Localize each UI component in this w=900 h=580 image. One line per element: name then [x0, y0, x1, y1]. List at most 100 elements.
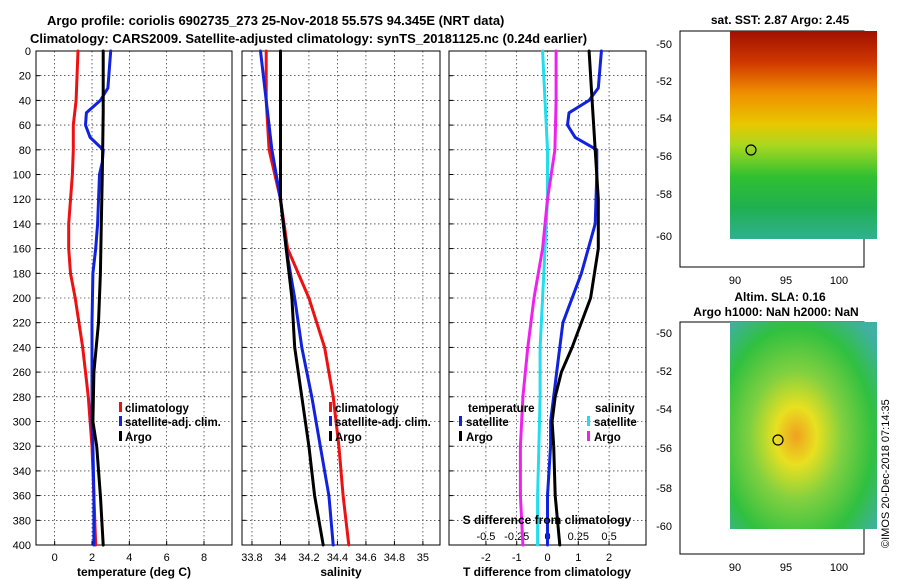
x-tick-label: 35 — [417, 552, 429, 564]
depth-tick-label: 100 — [13, 170, 31, 182]
sla-xtick: 100 — [830, 562, 848, 574]
legend-title-temperature: temperature — [468, 403, 534, 415]
sla-map-subtitle: Argo h1000: NaN h2000: NaN — [693, 305, 858, 319]
legend-swatch-s-satellite — [587, 416, 590, 426]
x-tick-label: 8 — [201, 552, 207, 564]
legend-label-t-satellite: satellite — [466, 417, 509, 429]
depth-tick-label: 180 — [13, 268, 31, 280]
x-tick-label: 6 — [164, 552, 170, 564]
x-tick-label: 34 — [274, 552, 286, 564]
depth-tick-label: 40 — [19, 95, 31, 107]
series-line-temperature-argo — [550, 49, 600, 547]
x-tick-label: 1 — [575, 552, 581, 564]
s-diff-tick-label: -0.5 — [476, 531, 495, 543]
x-tick-label: 34.2 — [298, 552, 319, 564]
depth-tick-label: 0 — [25, 46, 31, 58]
legend-label-t-argo: Argo — [466, 432, 493, 444]
x-tick-label: 34.6 — [355, 552, 376, 564]
depth-tick-label: 380 — [13, 515, 31, 527]
sst-xtick: 90 — [729, 275, 741, 287]
depth-tick-label: 280 — [13, 392, 31, 404]
s-diff-tick-label: 0.25 — [568, 531, 589, 543]
series-line-argo — [279, 49, 325, 547]
legend-swatch-t-argo — [459, 431, 462, 441]
sst-ytick: -54 — [656, 113, 672, 125]
series-line-salinity-satellite — [536, 49, 549, 547]
x-tick-label: 2 — [89, 552, 95, 564]
legend-label-climatology: climatology — [125, 403, 190, 415]
x-tick-label: 4 — [126, 552, 132, 564]
temperature-xlabel: temperature (deg C) — [77, 565, 191, 579]
sla-map-axes: -50 -52 -54 -56 -58 -60 90 95 100 — [656, 328, 848, 574]
sst-ytick: -52 — [656, 76, 672, 88]
x-tick-label: -1 — [512, 552, 522, 564]
difference-xlabel: T difference from climatology — [463, 565, 631, 579]
x-tick-label: 33.8 — [241, 552, 262, 564]
series-line-climatology — [67, 49, 98, 547]
legend-swatch-argo — [119, 431, 122, 441]
x-tick-label: 34.8 — [384, 552, 405, 564]
depth-tick-label: 240 — [13, 342, 31, 354]
sst-ytick: -60 — [656, 231, 672, 243]
sla-ytick: -54 — [656, 404, 672, 416]
depth-tick-label: 200 — [13, 293, 31, 305]
depth-tick-label: 220 — [13, 318, 31, 330]
s-diff-tick-label: 0.5 — [601, 531, 616, 543]
legend-swatch-t-satellite — [459, 416, 462, 426]
sst-argo-location-marker — [745, 144, 757, 156]
legend-label-satellite: satellite-adj. clim. — [335, 417, 431, 429]
s-diff-tick-label: -0.25 — [504, 531, 529, 543]
depth-tick-label: 400 — [13, 540, 31, 552]
sla-ytick: -60 — [656, 521, 672, 533]
sst-map-title: sat. SST: 2.87 Argo: 2.45 — [711, 13, 850, 27]
legend-label-s-satellite: satellite — [594, 417, 637, 429]
sst-xtick: 95 — [780, 275, 792, 287]
title-line-1: Argo profile: coriolis 6902735_273 25-No… — [47, 13, 504, 28]
sst-ytick: -56 — [656, 151, 672, 163]
sst-ytick: -50 — [656, 39, 672, 51]
s-difference-label: S difference from climatology — [463, 513, 632, 527]
legend-label-argo: Argo — [335, 432, 362, 444]
x-tick-label: 0 — [544, 552, 550, 564]
x-tick-label: 34.4 — [327, 552, 348, 564]
sla-ytick: -52 — [656, 366, 672, 378]
depth-tick-label: 300 — [13, 417, 31, 429]
x-tick-label: -2 — [481, 552, 491, 564]
legend-label-argo: Argo — [125, 432, 152, 444]
legend-swatch-s-argo — [587, 431, 590, 441]
depth-tick-label: 20 — [19, 71, 31, 83]
legend-swatch-argo — [329, 431, 332, 441]
legend-swatch-satellite — [329, 416, 332, 426]
x-tick-label: 2 — [606, 552, 612, 564]
series-line-climatology — [264, 49, 351, 547]
salinity-legend: climatology satellite-adj. clim. Argo — [329, 402, 431, 444]
sst-map-image — [730, 31, 877, 239]
x-tick-label: 0 — [52, 552, 58, 564]
depth-tick-label: 140 — [13, 219, 31, 231]
depth-tick-label: 120 — [13, 194, 31, 206]
depth-tick-label: 260 — [13, 367, 31, 379]
depth-tick-label: 60 — [19, 120, 31, 132]
series-line-salinity-argo — [518, 49, 558, 547]
sla-ytick: -56 — [656, 443, 672, 455]
depth-tick-label: 160 — [13, 244, 31, 256]
legend-swatch-climatology — [119, 402, 122, 412]
sla-ytick: -50 — [656, 328, 672, 340]
profile-plots: 0204060801001201401601802002202402602803… — [13, 46, 646, 564]
sla-argo-location-marker — [772, 434, 784, 446]
difference-legend: temperature satellite Argo salinity sate… — [459, 403, 637, 444]
depth-tick-label: 320 — [13, 441, 31, 453]
legend-label-satellite: satellite-adj. clim. — [125, 417, 221, 429]
legend-swatch-climatology — [329, 402, 332, 412]
series-line-argo — [91, 49, 105, 547]
sla-map-title: Altim. SLA: 0.16 — [734, 290, 826, 304]
legend-label-s-argo: Argo — [594, 432, 621, 444]
sla-xtick: 90 — [729, 562, 741, 574]
sst-xtick: 100 — [830, 275, 848, 287]
legend-label-climatology: climatology — [335, 403, 400, 415]
sla-ytick: -58 — [656, 483, 672, 495]
depth-tick-label: 360 — [13, 491, 31, 503]
imos-watermark: ©IMOS 20-Dec-2018 07:14:35 — [880, 399, 892, 548]
sst-ytick: -58 — [656, 189, 672, 201]
